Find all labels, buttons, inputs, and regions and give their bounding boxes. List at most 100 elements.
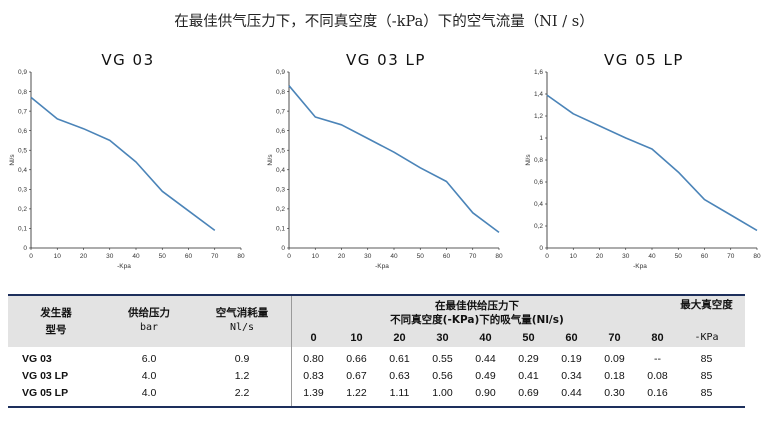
header-pressure: 供给压力 bbox=[128, 307, 170, 319]
y-tick-label: 0,6 bbox=[534, 179, 543, 186]
header-max-vacuum: 最大真空度 bbox=[680, 299, 733, 311]
row-flow-value: 1.11 bbox=[389, 387, 410, 399]
row-flow-value: 0.18 bbox=[604, 370, 625, 382]
y-tick-label: 0 bbox=[539, 245, 543, 252]
chart-axes bbox=[30, 72, 241, 249]
header-pressure-unit: bar bbox=[139, 322, 159, 333]
row-flow-value: 0.08 bbox=[647, 370, 668, 382]
y-tick-label: 0 bbox=[23, 245, 27, 252]
row-flow-value: 0.56 bbox=[432, 370, 453, 382]
x-tick-label: 20 bbox=[80, 253, 88, 260]
row-model: VG 03 LP bbox=[22, 370, 69, 382]
row-flow-value: 0.66 bbox=[346, 353, 367, 365]
row-consumption: 0.9 bbox=[234, 353, 250, 365]
y-axis-label: Nl/s bbox=[267, 154, 274, 166]
series-line bbox=[30, 96, 216, 232]
y-tick-label: 0,8 bbox=[276, 89, 285, 96]
row-max-vacuum: 85 bbox=[700, 370, 713, 382]
chart-title: VG 05 LP bbox=[604, 51, 684, 69]
chart-vg03: VG 03 0 0,1 0,2 0,3 0,4 0,5 0,6 0,7 0,8 0,9 0 10 20 30… bbox=[4, 48, 254, 276]
y-tick-label: 0,4 bbox=[18, 167, 27, 174]
x-tick-label: 10 bbox=[312, 253, 320, 260]
x-tick-label: 10 bbox=[570, 253, 578, 260]
y-tick-label: 0,3 bbox=[18, 187, 27, 194]
x-tick-label: 30 bbox=[106, 253, 114, 260]
y-tick-label: 0,2 bbox=[276, 206, 285, 213]
x-tick-label: 0 bbox=[29, 253, 33, 260]
row-flow-value: 0.61 bbox=[389, 353, 410, 365]
x-tick-label: 50 bbox=[675, 253, 683, 260]
flow-table: 发生器 型号 供给压力 bar 空气消耗量 Nl/s 在最佳供给压力下 不同真空… bbox=[8, 294, 745, 410]
x-tick-label: 80 bbox=[753, 253, 761, 260]
vacuum-level-header: 50 bbox=[522, 332, 535, 344]
y-tick-label: 0,1 bbox=[276, 226, 285, 233]
y-axis-label: Nl/s bbox=[525, 154, 532, 166]
page-title: 在最佳供气压力下，不同真空度（-kPa）下的空气流量（NI / s） bbox=[174, 14, 594, 30]
y-tick-label: 0,3 bbox=[276, 187, 285, 194]
x-tick-label: 80 bbox=[237, 253, 245, 260]
vacuum-level-header: 70 bbox=[608, 332, 621, 344]
x-tick-label: 70 bbox=[727, 253, 735, 260]
x-tick-label: 20 bbox=[596, 253, 604, 260]
x-axis-label: -Kpa bbox=[633, 263, 647, 270]
row-flow-value: 0.83 bbox=[303, 370, 324, 382]
row-flow-value: 0.30 bbox=[604, 387, 625, 399]
header-flow-line1: 在最佳供给压力下 bbox=[435, 300, 519, 312]
y-tick-label: 0,5 bbox=[276, 147, 285, 154]
row-max-vacuum: 85 bbox=[700, 353, 713, 365]
y-tick-label: 0,2 bbox=[18, 206, 27, 213]
row-flow-value: 0.69 bbox=[518, 387, 539, 399]
chart-vg05lp: VG 05 LP 0 0,2 0,4 0,6 0,8 1 1,2 1,4 1,6 0 10 20 30 40… bbox=[520, 48, 768, 276]
chart-svg: VG 03 LP 0 0,1 0,2 0,3 0,4 0,5 0,6 0,7 0,8 0,9 0 10 2… bbox=[267, 51, 503, 270]
y-tick-label: 0,9 bbox=[18, 69, 27, 76]
row-flow-value: 0.90 bbox=[475, 387, 496, 399]
row-flow-value: 0.19 bbox=[561, 353, 582, 365]
table-header-background bbox=[8, 296, 745, 347]
row-flow-value: 0.63 bbox=[389, 370, 410, 382]
y-tick-label: 0,4 bbox=[276, 167, 285, 174]
y-tick-label: 0,5 bbox=[18, 147, 27, 154]
series-line bbox=[288, 85, 500, 234]
y-tick-label: 0,8 bbox=[534, 157, 543, 164]
x-tick-label: 60 bbox=[701, 253, 709, 260]
row-pressure: 6.0 bbox=[141, 353, 157, 365]
row-flow-value: 1.00 bbox=[432, 387, 453, 399]
y-axis-label: Nl/s bbox=[9, 154, 16, 166]
header-model-line2: 型号 bbox=[45, 324, 67, 336]
header-consumption-unit: Nl/s bbox=[229, 322, 255, 333]
chart-title: VG 03 bbox=[101, 51, 154, 69]
x-tick-label: 20 bbox=[338, 253, 346, 260]
table-top-rule bbox=[8, 294, 745, 296]
x-tick-label: 50 bbox=[159, 253, 167, 260]
row-pressure: 4.0 bbox=[141, 370, 157, 382]
vacuum-level-header: 40 bbox=[479, 332, 492, 344]
row-flow-value: 0.09 bbox=[604, 353, 625, 365]
x-tick-label: 0 bbox=[545, 253, 549, 260]
row-flow-value: -- bbox=[654, 353, 661, 365]
row-flow-value: 0.49 bbox=[475, 370, 496, 382]
x-tick-label: 60 bbox=[185, 253, 193, 260]
vacuum-level-header: 0 bbox=[310, 332, 317, 344]
x-tick-label: 70 bbox=[211, 253, 219, 260]
x-tick-label: 30 bbox=[364, 253, 372, 260]
x-tick-label: 0 bbox=[287, 253, 291, 260]
x-tick-label: 40 bbox=[132, 253, 140, 260]
y-tick-label: 0,6 bbox=[276, 128, 285, 135]
y-tick-label: 0,7 bbox=[276, 108, 285, 115]
row-flow-value: 0.44 bbox=[475, 353, 496, 365]
header-max-vacuum-unit: -KPa bbox=[694, 332, 719, 343]
y-tick-label: 0,8 bbox=[18, 89, 27, 96]
header-model-line1: 发生器 bbox=[40, 307, 72, 319]
x-tick-label: 40 bbox=[390, 253, 398, 260]
y-tick-label: 1,2 bbox=[534, 113, 543, 120]
y-tick-label: 0,9 bbox=[276, 69, 285, 76]
row-consumption: 2.2 bbox=[234, 387, 250, 399]
row-model: VG 05 LP bbox=[22, 387, 69, 399]
row-flow-value: 1.39 bbox=[303, 387, 324, 399]
row-pressure: 4.0 bbox=[141, 387, 157, 399]
y-tick-label: 0,7 bbox=[18, 108, 27, 115]
vacuum-level-header: 20 bbox=[393, 332, 406, 344]
row-flow-value: 0.67 bbox=[346, 370, 367, 382]
row-max-vacuum: 85 bbox=[700, 387, 713, 399]
row-flow-value: 0.80 bbox=[303, 353, 324, 365]
